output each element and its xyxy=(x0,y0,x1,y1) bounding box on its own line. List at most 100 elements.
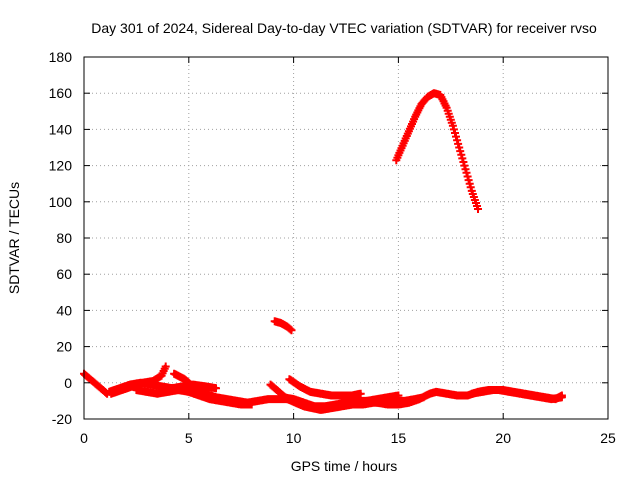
data-point xyxy=(183,377,187,381)
data-point xyxy=(145,390,149,394)
data-point xyxy=(101,388,105,392)
data-point xyxy=(193,386,197,390)
plus-markers xyxy=(392,89,482,213)
data-point xyxy=(224,397,229,401)
data-point xyxy=(457,145,461,150)
data-point xyxy=(432,91,436,95)
data-point xyxy=(413,115,417,119)
data-point xyxy=(298,384,302,389)
data-point xyxy=(359,392,363,396)
data-point xyxy=(354,399,359,403)
data-point xyxy=(512,390,516,394)
data-point xyxy=(203,392,208,396)
data-point xyxy=(333,402,338,407)
data-point xyxy=(149,383,153,387)
data-point xyxy=(554,397,558,401)
data-point xyxy=(323,404,327,408)
data-point xyxy=(279,321,283,325)
y-tick-label: 100 xyxy=(49,194,73,210)
data-point xyxy=(166,390,170,394)
series-arc-6 xyxy=(270,317,296,335)
data-point xyxy=(128,383,132,387)
data-point xyxy=(340,393,344,398)
data-point xyxy=(455,393,459,398)
data-point xyxy=(428,392,432,396)
x-tick-label: 5 xyxy=(185,430,193,446)
x-axis: 0 5 10 15 20 25 xyxy=(80,57,616,446)
data-point xyxy=(289,328,294,332)
y-tick-label: 180 xyxy=(49,49,73,65)
data-point xyxy=(434,390,438,394)
data-point xyxy=(394,158,398,162)
data-point xyxy=(107,390,111,394)
data-point xyxy=(285,325,289,329)
data-point xyxy=(396,402,400,407)
data-point xyxy=(94,383,99,387)
data-point xyxy=(438,93,442,97)
data-point xyxy=(273,319,277,323)
data-point xyxy=(560,393,564,398)
plus-markers xyxy=(467,386,566,404)
data-point xyxy=(386,395,390,399)
data-point xyxy=(159,384,164,389)
data-point xyxy=(88,377,92,381)
series-arc-7 xyxy=(285,375,365,400)
data-point xyxy=(203,384,208,389)
data-point xyxy=(451,124,455,128)
grid xyxy=(84,57,608,419)
data-point xyxy=(134,388,138,392)
data-point xyxy=(476,207,480,211)
data-point xyxy=(470,189,474,193)
data-point xyxy=(491,388,495,392)
data-point xyxy=(187,390,191,394)
x-tick-label: 15 xyxy=(391,430,407,446)
data-point xyxy=(155,392,159,396)
data-point xyxy=(164,364,168,369)
x-tick-label: 10 xyxy=(286,430,302,446)
chart-title: Day 301 of 2024, Sidereal Day-to-day VTE… xyxy=(91,20,597,36)
data-point xyxy=(312,404,317,408)
x-tick-label: 20 xyxy=(495,430,511,446)
data-point xyxy=(235,399,239,403)
data-point xyxy=(344,401,348,405)
data-point xyxy=(329,393,333,398)
data-point xyxy=(400,144,405,148)
data-point xyxy=(319,392,323,396)
data-point xyxy=(480,390,484,394)
data-point xyxy=(138,381,143,385)
y-axis-label: SDTVAR / TECUs xyxy=(6,182,22,294)
data-point xyxy=(308,390,312,394)
data-point xyxy=(281,395,285,399)
data-point xyxy=(302,401,306,405)
data-point xyxy=(268,383,273,387)
data-point xyxy=(522,392,526,396)
data-point xyxy=(266,397,271,401)
data-point xyxy=(214,386,218,390)
data-point xyxy=(396,393,400,398)
data-point xyxy=(445,392,449,396)
data-point xyxy=(426,95,430,99)
data-point xyxy=(118,386,122,390)
series-arc-5 xyxy=(170,369,294,407)
y-tick-label: 0 xyxy=(64,375,72,391)
data-point xyxy=(350,393,354,398)
data-point xyxy=(292,397,296,401)
y-tick-label: 140 xyxy=(49,121,73,137)
y-axis: -20 0 20 40 60 80 100 120 140 160 180 xyxy=(49,49,608,427)
data-point xyxy=(407,129,411,133)
data-point xyxy=(417,397,421,401)
plot-frame xyxy=(83,56,609,420)
data-point xyxy=(407,401,411,405)
data-point xyxy=(287,377,292,381)
x-tick-label: 0 xyxy=(80,430,88,446)
series-arc-1 xyxy=(80,369,112,398)
data-point xyxy=(419,102,424,106)
data-point xyxy=(501,388,505,392)
y-tick-label: 160 xyxy=(49,85,73,101)
y-tick-label: -20 xyxy=(52,411,72,427)
data-point xyxy=(365,399,369,403)
series-arc-10 xyxy=(392,89,482,213)
data-point xyxy=(533,393,537,398)
data-point xyxy=(277,390,281,394)
